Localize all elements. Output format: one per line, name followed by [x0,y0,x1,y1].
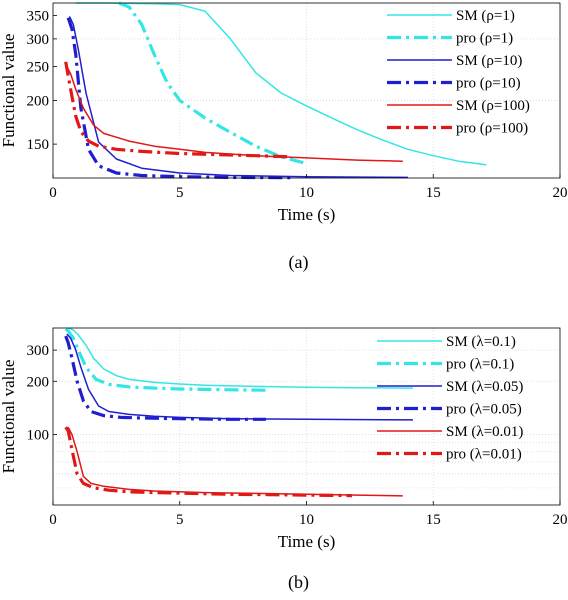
legend-label-2: SM (λ=0.05) [446,379,523,395]
y-tick-label: 300 [27,343,50,359]
legend-label-3: pro (λ=0.05) [446,402,522,418]
x-axis-label: Time (s) [278,532,335,551]
legend-label-4: SM (λ=0.01) [446,424,523,440]
x-tick-label: 5 [176,185,184,201]
legend-label-1: pro (λ=0.1) [446,357,514,373]
legend-label-3: pro (ρ=10) [456,76,521,92]
series-line-3 [66,17,294,180]
legend: SM (λ=0.1) pro (λ=0.1) SM (λ=0.05) pro (λ=0… [377,334,523,463]
series-line-2 [68,16,408,179]
chart-panel-b: 0 5 10 15 20 100 200 300 Time (s) Functional valu… [0,327,568,593]
x-tick-label: 15 [426,185,441,201]
legend-label-5: pro (ρ=100) [456,121,528,137]
x-tick-label: 10 [299,185,314,201]
figure-caption: (b) [288,572,309,593]
series-line-5 [64,61,289,159]
y-tick-label: 250 [27,60,50,76]
legend-label-5: pro (λ=0.01) [446,447,522,463]
legend-label-1: pro (ρ=1) [456,31,513,47]
series-line-1 [118,1,307,166]
x-axis-label: Time (s) [278,205,335,224]
y-tick-label: 100 [27,428,50,444]
x-tick-label: 15 [426,512,441,528]
series-line-4 [66,66,403,162]
x-tick-label: 5 [176,512,184,528]
series-line-0 [67,327,414,389]
legend-label-0: SM (λ=0.1) [446,334,516,350]
x-tick-label: 0 [49,512,57,528]
series-line-5 [64,426,353,498]
figure-caption: (a) [289,252,309,273]
y-tick-label: 200 [27,374,50,390]
y-tick-label: 150 [27,137,50,153]
legend-label-2: SM (ρ=10) [456,53,522,69]
legend: SM (ρ=1) pro (ρ=1) SM (ρ=10) pro (ρ=10) SM (… [387,8,530,137]
y-tick-label: 350 [27,8,50,24]
chart-panel-a: 0 5 10 15 20 150 200 250 300 350 Time (s) Functiona… [0,1,568,273]
y-tick-label: 200 [27,93,50,109]
y-axis-label: Functional value [0,34,18,148]
y-tick-label: 300 [27,32,50,48]
x-tick-label: 20 [553,185,568,201]
series-line-1 [64,327,269,392]
series-line-4 [67,426,403,497]
y-axis-label: Functional value [0,360,18,474]
x-tick-label: 0 [49,185,57,201]
legend-label-0: SM (ρ=1) [456,8,515,24]
legend-label-4: SM (ρ=100) [456,98,530,114]
x-tick-label: 20 [553,512,568,528]
x-tick-label: 10 [299,512,314,528]
series-line-3 [64,335,266,421]
